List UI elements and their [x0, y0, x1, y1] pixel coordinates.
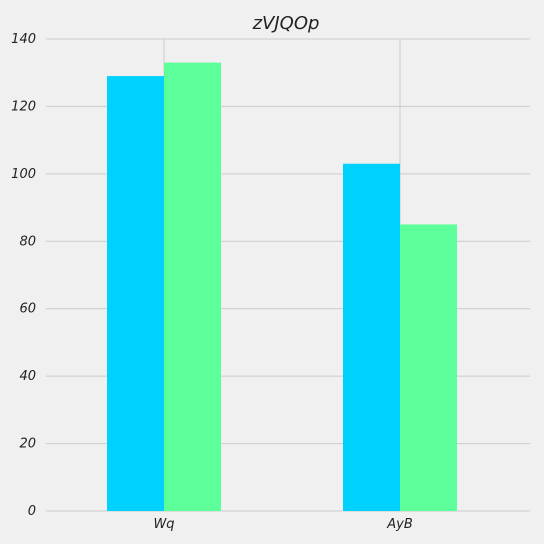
x-tick-label: AyB — [386, 517, 413, 532]
bar-AyB-series-1 — [343, 163, 400, 511]
y-tick-label: 60 — [19, 302, 36, 317]
x-tick-labels: Wq AyB — [153, 517, 412, 532]
y-tick-label: 120 — [11, 99, 36, 114]
y-tick-label: 20 — [19, 437, 36, 452]
bars — [107, 62, 457, 511]
chart-title: zVJQOp — [252, 13, 320, 34]
x-tick-label: Wq — [153, 517, 174, 532]
y-tick-label: 100 — [11, 167, 36, 182]
bar-AyB-series-2 — [400, 224, 457, 511]
bar-Wq-series-1 — [107, 76, 164, 511]
y-tick-label: 80 — [19, 234, 36, 249]
bar-Wq-series-2 — [164, 62, 221, 511]
y-tick-labels: 0 20 40 60 80 100 120 140 — [11, 32, 36, 519]
y-tick-label: 0 — [28, 504, 36, 519]
y-tick-label: 40 — [19, 369, 36, 384]
y-tick-label: 140 — [11, 32, 36, 47]
